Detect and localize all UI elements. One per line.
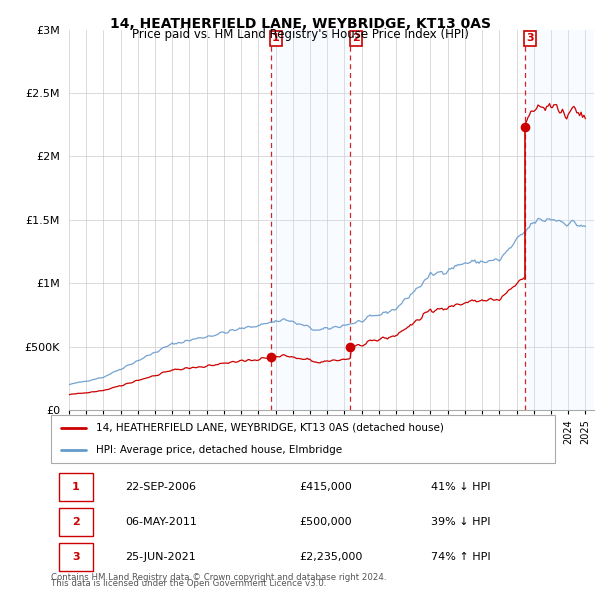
- Text: £2,235,000: £2,235,000: [299, 552, 362, 562]
- Text: 3: 3: [526, 34, 534, 44]
- Text: Price paid vs. HM Land Registry's House Price Index (HPI): Price paid vs. HM Land Registry's House …: [131, 28, 469, 41]
- Text: 1: 1: [72, 482, 80, 492]
- Bar: [271, 30, 350, 410]
- Text: 3: 3: [72, 552, 80, 562]
- Text: 74% ↑ HPI: 74% ↑ HPI: [431, 552, 491, 562]
- Text: 1: 1: [272, 34, 280, 44]
- FancyBboxPatch shape: [59, 543, 93, 571]
- Text: This data is licensed under the Open Government Licence v3.0.: This data is licensed under the Open Gov…: [51, 579, 326, 588]
- Text: 41% ↓ HPI: 41% ↓ HPI: [431, 482, 491, 492]
- Text: 39% ↓ HPI: 39% ↓ HPI: [431, 517, 491, 527]
- Text: HPI: Average price, detached house, Elmbridge: HPI: Average price, detached house, Elmb…: [97, 445, 343, 455]
- FancyBboxPatch shape: [59, 473, 93, 501]
- Text: £500,000: £500,000: [299, 517, 352, 527]
- Text: 2: 2: [72, 517, 80, 527]
- Text: Contains HM Land Registry data © Crown copyright and database right 2024.: Contains HM Land Registry data © Crown c…: [51, 573, 386, 582]
- Text: 22-SEP-2006: 22-SEP-2006: [125, 482, 196, 492]
- Bar: [525, 30, 594, 410]
- Text: 25-JUN-2021: 25-JUN-2021: [125, 552, 196, 562]
- Text: £415,000: £415,000: [299, 482, 352, 492]
- Text: 06-MAY-2011: 06-MAY-2011: [125, 517, 197, 527]
- FancyBboxPatch shape: [59, 509, 93, 536]
- Text: 14, HEATHERFIELD LANE, WEYBRIDGE, KT13 0AS (detached house): 14, HEATHERFIELD LANE, WEYBRIDGE, KT13 0…: [97, 423, 444, 433]
- Text: 14, HEATHERFIELD LANE, WEYBRIDGE, KT13 0AS: 14, HEATHERFIELD LANE, WEYBRIDGE, KT13 0…: [110, 17, 491, 31]
- Text: 2: 2: [352, 34, 359, 44]
